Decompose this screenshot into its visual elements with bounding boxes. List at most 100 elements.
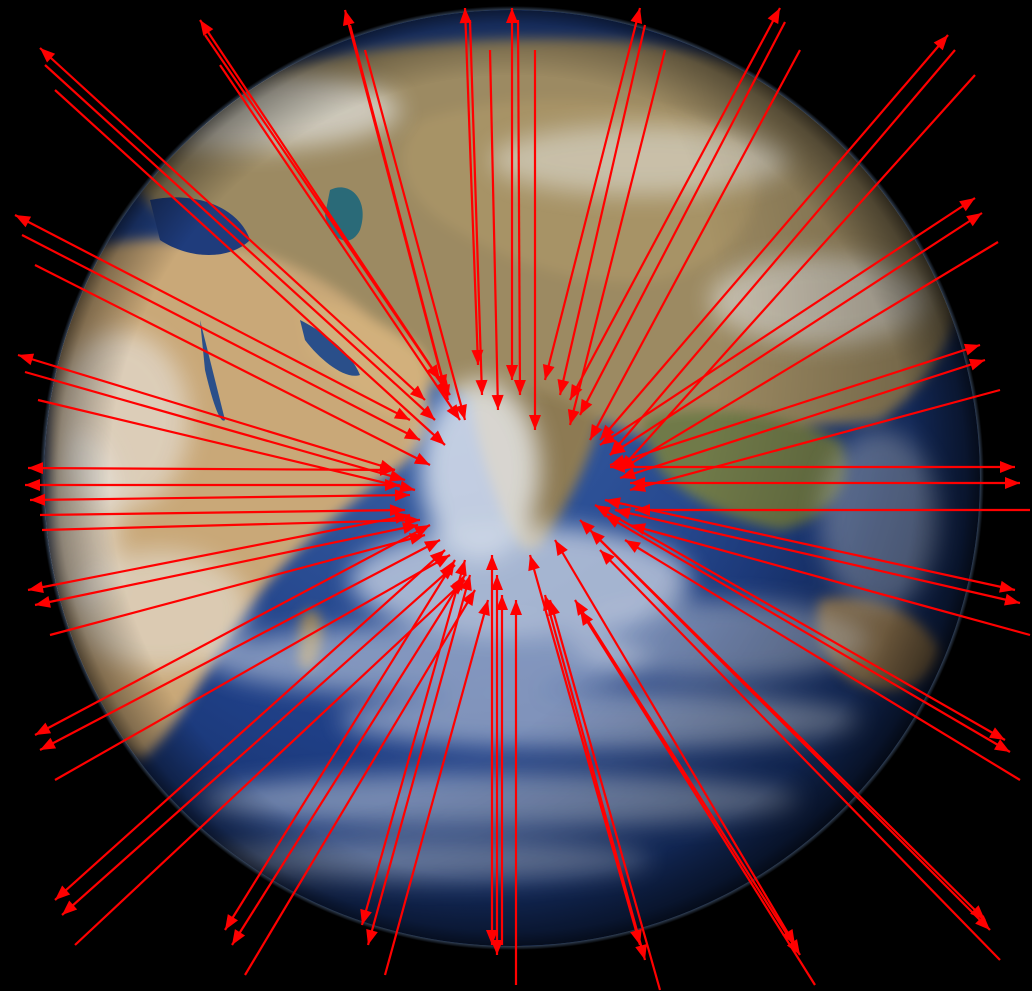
arrowhead-end-12 <box>570 383 583 400</box>
arrow-shaft-58 <box>574 599 801 956</box>
arrowhead-start-48 <box>366 928 378 945</box>
arrowhead-end-61 <box>590 530 605 545</box>
arrow-9 <box>542 7 643 381</box>
arrowhead-end-58 <box>575 600 589 616</box>
arrowhead-start-38 <box>35 722 52 735</box>
arrow-shaft-68 <box>629 523 1031 637</box>
arrow-67 <box>614 507 1021 606</box>
arrow-53 <box>510 600 522 985</box>
arrowhead-end-52 <box>496 595 508 610</box>
arrowhead-end-66 <box>605 497 621 510</box>
arrow-shaft-7 <box>516 19 522 396</box>
earth-globe <box>40 6 984 950</box>
arrowhead-start-69 <box>1000 461 1015 473</box>
arrowhead-end-65 <box>625 540 641 553</box>
arrowhead-start-63 <box>989 727 1005 740</box>
arrowhead-end-32 <box>394 489 410 502</box>
arrow-shaft-63 <box>594 504 1006 741</box>
arrow-21 <box>39 47 426 401</box>
arrow-36 <box>34 522 419 608</box>
arrow-shaft-19 <box>204 34 451 396</box>
arrow-shaft-76 <box>609 212 983 456</box>
arrow-shaft-28 <box>24 370 406 482</box>
arrow-50 <box>486 555 498 945</box>
arrow-24 <box>14 214 411 421</box>
arrow-shaft-5 <box>488 49 500 411</box>
arrow-11 <box>567 49 667 426</box>
arrow-shaft-32 <box>29 493 411 502</box>
arrowhead-end-57 <box>555 540 568 556</box>
arrowhead-end-67 <box>615 507 631 520</box>
arrow-shaft-46 <box>244 589 476 976</box>
arrow-33 <box>39 504 406 517</box>
arrow-49 <box>383 599 490 976</box>
arrowhead-end-25 <box>403 427 420 440</box>
arrow-41 <box>54 549 446 901</box>
arrow-shaft-48 <box>366 574 472 946</box>
arrowhead-start-24 <box>15 215 32 228</box>
arrowhead-end-62 <box>600 550 615 565</box>
arrowhead-end-6 <box>506 365 518 380</box>
arrowhead-start-15 <box>933 35 948 51</box>
arrowhead-start-18 <box>200 20 214 36</box>
arrowhead-end-13 <box>580 398 593 415</box>
arrowhead-start-45 <box>232 929 246 945</box>
arrow-shaft-41 <box>54 549 446 901</box>
arrow-shaft-15 <box>599 34 949 441</box>
arrowhead-start-70 <box>1005 477 1020 489</box>
arrow-62 <box>599 549 1001 961</box>
arrow-shaft-35 <box>27 513 411 592</box>
arrow-shaft-77 <box>619 241 999 471</box>
arrowhead-end-21 <box>409 385 425 400</box>
arrow-shaft-24 <box>14 214 411 421</box>
arrow-19 <box>204 34 451 396</box>
arrowhead-start-9 <box>630 8 643 25</box>
arrow-65 <box>624 539 1021 781</box>
arrow-shaft-74 <box>629 388 1001 492</box>
arrowhead-end-11 <box>567 408 580 425</box>
arrow-48 <box>366 574 472 946</box>
arrow-64 <box>604 514 1011 753</box>
arrow-59 <box>579 609 816 986</box>
arrow-25 <box>21 234 421 441</box>
arrow-shaft-75 <box>599 197 976 446</box>
arrowhead-start-44 <box>225 914 239 930</box>
arrowhead-start-6 <box>506 8 518 23</box>
arrow-47 <box>360 559 467 926</box>
arrowhead-end-38 <box>413 525 430 538</box>
arrow-22 <box>44 64 436 421</box>
arrowhead-start-47 <box>360 908 372 925</box>
arrow-shaft-49 <box>383 599 490 976</box>
arrow-shaft-44 <box>224 559 456 931</box>
arrowhead-end-2 <box>455 403 467 420</box>
arrow-10 <box>557 24 647 396</box>
arrow-12 <box>569 7 781 401</box>
arrow-shaft-57 <box>554 539 796 946</box>
arrowhead-end-60 <box>580 520 595 535</box>
arrow-8 <box>529 50 541 430</box>
arrowhead-start-51 <box>491 940 503 955</box>
arrow-shaft-20 <box>219 64 461 421</box>
arrow-shaft-10 <box>558 24 647 396</box>
arrow-shaft-22 <box>44 64 436 421</box>
arrowhead-end-64 <box>605 515 621 528</box>
arrow-75 <box>599 197 976 446</box>
arrowhead-end-63 <box>595 505 611 518</box>
arrowhead-end-30 <box>379 463 395 476</box>
arrow-shaft-66 <box>604 498 1016 592</box>
arrowhead-end-19 <box>436 379 450 395</box>
arrowhead-end-71 <box>635 504 650 516</box>
arrow-shaft-38 <box>34 524 431 736</box>
arrowhead-end-14 <box>590 423 603 440</box>
arrow-shaft-3 <box>463 7 480 366</box>
arrowhead-end-36 <box>402 522 418 534</box>
arrow-30 <box>27 462 396 476</box>
arrowhead-end-53 <box>510 600 522 615</box>
arrowhead-end-7 <box>513 379 526 395</box>
arrow-4 <box>468 19 488 396</box>
arrow-63 <box>594 504 1006 741</box>
arrowhead-end-47 <box>455 560 467 577</box>
arrow-74 <box>629 388 1001 492</box>
arrow-shaft-21 <box>39 47 426 401</box>
